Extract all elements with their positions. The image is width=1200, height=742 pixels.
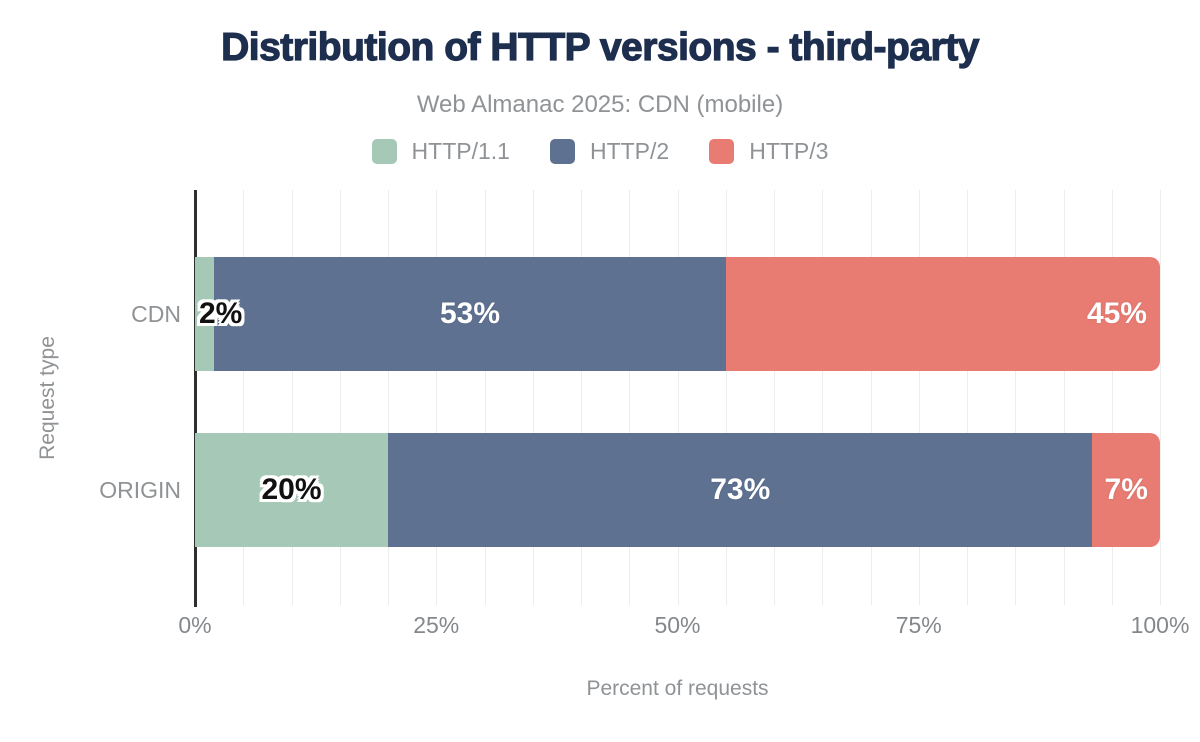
chart-title: Distribution of HTTP versions - third-pa… (220, 25, 980, 69)
category-label-origin: ORIGIN (99, 476, 181, 503)
gridline-65 (822, 190, 824, 605)
data-label-origin-http2: 73% (710, 473, 771, 506)
gridline-80 (967, 190, 968, 605)
gridline-10 (291, 190, 293, 605)
gridline-20 (388, 190, 389, 605)
gridline-35 (532, 190, 534, 605)
legend: HTTP/1.1 HTTP/2 HTTP/3 (0, 138, 1200, 165)
bar-row-origin: 20% 73% 7% (195, 433, 1160, 547)
gridline-95 (1111, 190, 1113, 605)
x-axis-title: Percent of requests (586, 677, 769, 700)
y-axis-line (194, 190, 197, 607)
legend-label-http3: HTTP/3 (749, 138, 829, 164)
legend-item-http3: HTTP/3 (709, 138, 828, 165)
data-label-cdn-http11: 2% (199, 297, 243, 330)
data-label-cdn-http2: 53% (439, 297, 501, 330)
gridline-100 (1160, 190, 1161, 605)
bar-segment-origin-http2: 73% (388, 433, 1093, 547)
bar-segment-cdn-http3: 45% (725, 257, 1160, 371)
legend-label-http2: HTTP/2 (589, 138, 670, 164)
gridline-5 (243, 190, 245, 605)
x-tick-100: 100% (1130, 612, 1190, 638)
legend-swatch-http11 (371, 139, 397, 164)
data-label-origin-http11: 20% (261, 473, 322, 506)
x-axis-ticks: 0% 25% 50% 75% 100% (178, 612, 1189, 642)
legend-item-http2: HTTP/2 (549, 138, 670, 165)
gridline-30 (484, 190, 486, 605)
y-axis-title: Request type (36, 336, 59, 460)
legend-swatch-http3 (709, 139, 735, 164)
gridline-50 (677, 190, 679, 605)
legend-swatch-http2 (549, 139, 575, 164)
bar-row-cdn: 2% 53% 45% (195, 257, 1160, 371)
x-tick-0: 0% (178, 612, 212, 638)
bar-segment-cdn-http11: 2% (195, 257, 242, 371)
legend-item-http11: HTTP/1.1 (371, 138, 510, 165)
data-label-cdn-http3: 45% (1086, 297, 1147, 330)
data-label-origin-http3: 7% (1104, 473, 1148, 506)
gridline-75 (918, 190, 920, 605)
x-tick-25: 25% (413, 612, 460, 638)
bar-segment-cdn-http2: 53% (214, 257, 726, 371)
gridline-40 (581, 190, 582, 605)
gridline-25 (436, 190, 438, 605)
gridline-70 (870, 190, 872, 605)
legend-label-http11: HTTP/1.1 (411, 138, 510, 164)
gridline-90 (1063, 190, 1065, 605)
chart-subtitle: Web Almanac 2025: CDN (mobile) (416, 91, 784, 118)
gridline-60 (774, 190, 775, 605)
category-label-cdn: CDN (131, 300, 181, 327)
bar-segment-origin-http3: 7% (1092, 433, 1160, 547)
x-tick-50: 50% (654, 612, 701, 638)
x-tick-75: 75% (895, 612, 942, 638)
gridline-85 (1015, 190, 1017, 605)
gridline-45 (629, 190, 631, 605)
gridline-15 (339, 190, 341, 605)
gridline-55 (725, 190, 727, 605)
bar-segment-origin-http11: 20% (195, 433, 388, 547)
plot-area: 2% 53% 45% 20% 73% 7% (194, 190, 1161, 607)
